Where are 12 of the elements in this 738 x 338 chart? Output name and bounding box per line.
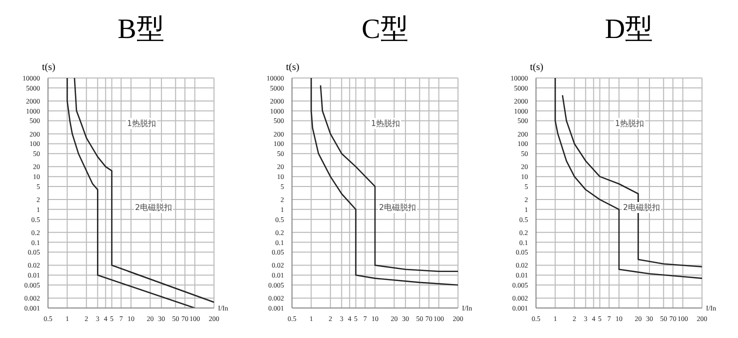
annotation: 1热脱扣 xyxy=(614,118,646,129)
chart-title: D型 xyxy=(604,13,654,47)
y-axis-title: t(s) xyxy=(286,62,300,73)
annotation: 1热脱扣 xyxy=(126,118,158,129)
chart-title: C型 xyxy=(360,13,410,47)
y-axis-title: t(s) xyxy=(530,62,544,73)
annotation: 2电磁脱扣 xyxy=(134,202,174,213)
annotation: 2电磁脱扣 xyxy=(378,202,418,213)
annotation: 1热脱扣 xyxy=(370,118,402,129)
chart-title: B型 xyxy=(116,13,166,47)
annotation: 2电磁脱扣 xyxy=(622,202,662,213)
y-axis-title: t(s) xyxy=(42,62,56,73)
